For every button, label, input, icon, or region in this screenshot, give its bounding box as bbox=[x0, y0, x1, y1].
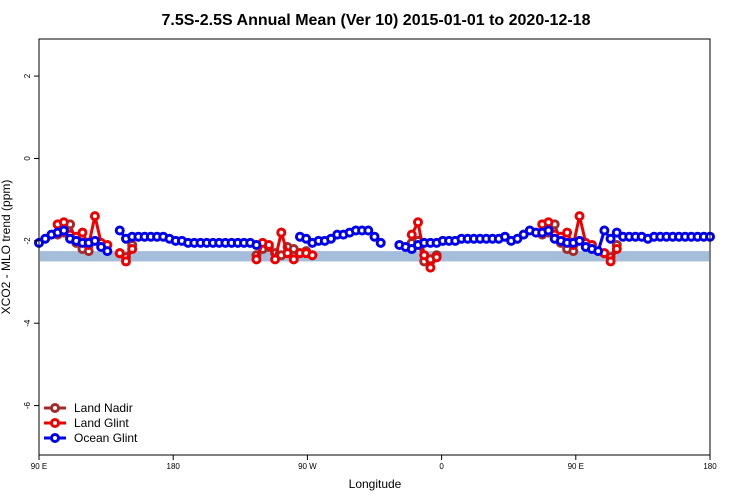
ocean-glint-point bbox=[114, 225, 125, 236]
y-tick-label: 2 bbox=[23, 73, 32, 78]
land-glint-point bbox=[406, 229, 417, 240]
legend-marker-ocean-glint bbox=[50, 433, 60, 443]
reference-band bbox=[40, 251, 709, 262]
land-glint-point bbox=[251, 254, 262, 265]
ocean-glint-point bbox=[375, 237, 386, 248]
x-tick-label: 180 bbox=[703, 462, 717, 471]
plot-area bbox=[34, 211, 715, 273]
y-tick-label: -4 bbox=[23, 319, 32, 327]
land-glint-point bbox=[605, 256, 616, 267]
x-tick-label: 180 bbox=[167, 462, 181, 471]
land-glint-point bbox=[77, 227, 88, 238]
legend-label-land-nadir: Land Nadir bbox=[74, 401, 133, 415]
ocean-glint-point bbox=[543, 225, 554, 236]
land-glint-point bbox=[419, 250, 430, 261]
land-glint-point bbox=[431, 252, 442, 263]
legend-label-ocean-glint: Ocean Glint bbox=[74, 431, 138, 445]
ocean-glint-point bbox=[574, 235, 585, 246]
land-glint-point bbox=[120, 256, 131, 267]
ocean-glint-point bbox=[363, 225, 374, 236]
plot-frame bbox=[38, 38, 711, 456]
land-glint-point bbox=[114, 248, 125, 259]
land-glint-point bbox=[270, 254, 281, 265]
land-glint-point bbox=[263, 239, 274, 250]
y-axis: 2 0 -2 -4 -6 bbox=[23, 73, 39, 409]
ocean-glint-point bbox=[593, 246, 604, 257]
ocean-glint-point bbox=[599, 225, 610, 236]
land-glint-point bbox=[282, 248, 293, 259]
ocean-glint-point bbox=[605, 233, 616, 244]
land-glint-point bbox=[127, 244, 138, 255]
land-glint-point bbox=[276, 227, 287, 238]
legend-label-land-glint: Land Glint bbox=[74, 416, 129, 430]
land-glint-point bbox=[412, 217, 423, 228]
land-glint-point bbox=[543, 217, 554, 228]
ocean-glint-point bbox=[58, 225, 69, 236]
y-axis-label: XCO2 - MLO trend (ppm) bbox=[0, 180, 13, 315]
ocean-glint-point bbox=[369, 231, 380, 242]
land-glint-point bbox=[58, 217, 69, 228]
x-tick-label: 90 W bbox=[298, 462, 317, 471]
land-glint-point bbox=[89, 211, 100, 222]
land-glint-point bbox=[562, 227, 573, 238]
y-tick-label: -2 bbox=[23, 237, 32, 245]
land-glint-point bbox=[288, 254, 299, 265]
x-axis-label: Longitude bbox=[349, 477, 402, 491]
ocean-glint-point bbox=[251, 239, 262, 250]
ocean-glint-point bbox=[89, 235, 100, 246]
land-glint-point bbox=[611, 244, 622, 255]
legend-marker-land-nadir bbox=[50, 403, 60, 413]
x-tick-label: 0 bbox=[439, 462, 444, 471]
y-tick-label: -6 bbox=[23, 401, 32, 409]
land-glint-point bbox=[307, 250, 318, 261]
x-tick-label: 90 E bbox=[568, 462, 584, 471]
y-tick-label: 0 bbox=[23, 156, 32, 161]
x-tick-label: 90 E bbox=[31, 462, 47, 471]
land-glint-point bbox=[574, 211, 585, 222]
x-axis: 90 E 180 90 W 0 90 E 180 bbox=[31, 455, 717, 471]
legend-marker-land-glint bbox=[50, 418, 60, 428]
chart-title: 7.5S-2.5S Annual Mean (Ver 10) 2015-01-0… bbox=[162, 12, 591, 29]
ocean-glint-point bbox=[102, 246, 113, 257]
land-glint-point bbox=[425, 262, 436, 273]
